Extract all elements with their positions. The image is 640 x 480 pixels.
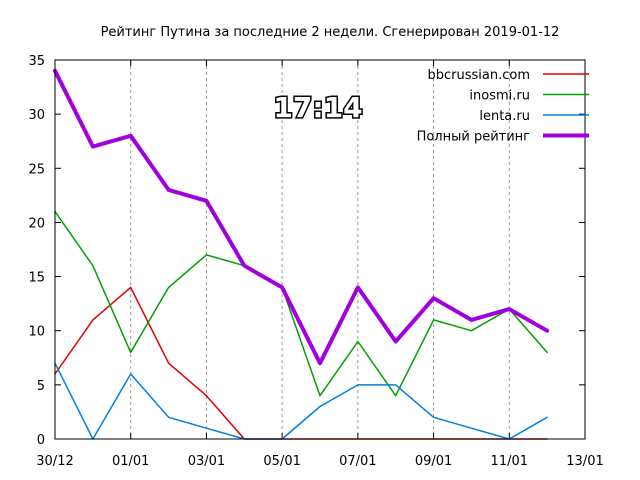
legend-label: inosmi.ru — [469, 89, 530, 104]
series-line — [54, 286, 548, 440]
y-axis: 0 5 10 15 20 25 30 35 — [28, 54, 585, 448]
y-tick-label: 35 — [28, 54, 45, 69]
y-tick-label: 10 — [28, 325, 45, 340]
y-tick-label: 15 — [28, 271, 45, 286]
x-tick-label: 07/01 — [339, 454, 376, 469]
y-tick-label: 0 — [37, 433, 45, 448]
y-tick-label: 20 — [28, 216, 45, 231]
x-tick-label: 30/12 — [36, 454, 73, 469]
series-lines — [53, 68, 550, 440]
legend-label: lenta.ru — [479, 109, 530, 124]
series-line — [54, 210, 548, 397]
overlay-time: 17:14 — [273, 91, 362, 124]
plot-frame — [54, 59, 586, 440]
x-tick-label: 01/01 — [112, 454, 149, 469]
x-axis: 30/12 01/01 03/01 05/01 07/01 09/01 11/01 13/01 — [36, 60, 604, 469]
legend-label: bbcrussian.com — [428, 68, 531, 83]
series-line — [54, 362, 548, 440]
x-tick-label: 13/01 — [566, 454, 603, 469]
series-line — [53, 68, 550, 366]
legend-label: Полный рейтинг — [417, 130, 531, 145]
x-tick-label: 11/01 — [491, 454, 528, 469]
x-tick-label: 03/01 — [188, 454, 225, 469]
x-tick-label: 09/01 — [415, 454, 452, 469]
y-tick-label: 5 — [37, 379, 45, 394]
y-tick-label: 25 — [28, 162, 45, 177]
chart-title: Рейтинг Путина за последние 2 недели. Сг… — [101, 25, 560, 40]
legend: bbcrussian.com inosmi.ru lenta.ru Полный ре… — [417, 68, 589, 145]
x-tick-label: 05/01 — [263, 454, 300, 469]
y-tick-label: 30 — [28, 108, 45, 123]
